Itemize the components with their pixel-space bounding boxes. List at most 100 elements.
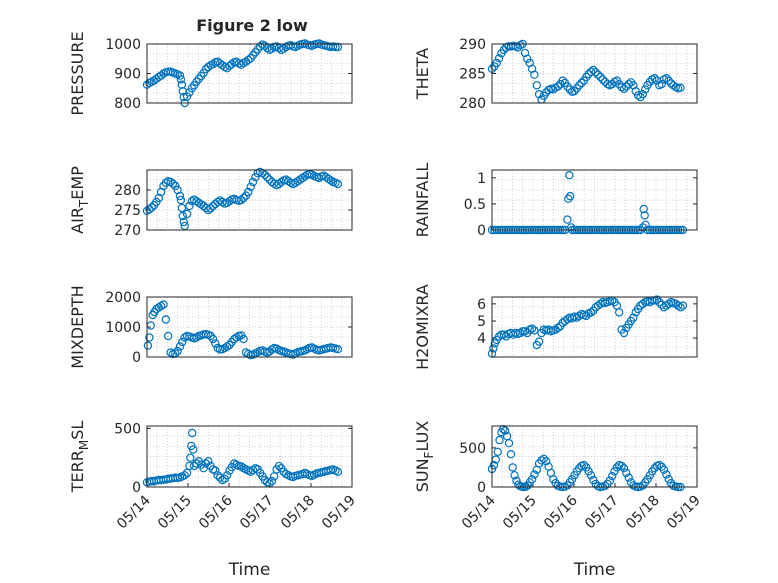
data-point	[662, 470, 671, 479]
data-point	[237, 195, 246, 205]
data-point	[537, 456, 546, 465]
y-axis-label-main: AIR	[68, 207, 87, 234]
y-tick-label: 270	[114, 223, 141, 239]
data-point	[176, 75, 186, 84]
y-tick-label: 800	[114, 96, 141, 112]
data-point	[575, 81, 584, 90]
y-tick-label: 0.5	[464, 197, 486, 213]
data-point	[494, 54, 504, 63]
data-point	[267, 476, 277, 486]
data-point	[520, 327, 530, 336]
data-point	[495, 435, 504, 445]
data-point	[655, 297, 664, 307]
data-point	[175, 342, 185, 351]
data-point	[638, 89, 648, 99]
data-point	[617, 82, 626, 92]
subplot-5: 0 1000 2000 MIXDEPTH	[68, 285, 353, 369]
data-point	[192, 459, 201, 468]
subplot-1: 800 900 1000 PRESSURE	[68, 31, 353, 116]
data-point	[662, 73, 671, 83]
x-axis-label: Time	[228, 560, 271, 580]
data-point	[639, 204, 648, 214]
data-point	[248, 465, 258, 475]
data-point	[161, 315, 171, 324]
data-point	[652, 295, 662, 304]
data-point	[622, 468, 631, 478]
y-tick-label: 900	[114, 67, 141, 83]
data-point	[274, 461, 284, 471]
data-point	[553, 82, 563, 91]
data-point	[244, 55, 253, 65]
data-point	[251, 172, 260, 182]
data-point	[619, 464, 629, 473]
subplot-4: 0 0.5 1 RAINFALL	[413, 163, 698, 239]
data-point	[177, 203, 187, 213]
data-point	[624, 79, 633, 89]
data-point	[239, 334, 248, 344]
data-point	[596, 72, 605, 82]
data-point	[605, 476, 615, 485]
data-point	[655, 460, 664, 470]
data-point	[676, 83, 685, 92]
y-axis-label-main: TERR	[68, 450, 87, 493]
data-point	[239, 193, 248, 203]
data-point	[208, 334, 218, 344]
data-point	[263, 172, 272, 182]
data-point	[222, 63, 232, 73]
data-point	[598, 75, 607, 84]
data-point	[589, 65, 598, 75]
y-tick-label: 6	[477, 297, 486, 313]
data-point	[501, 426, 510, 435]
y-tick-label: 1000	[105, 37, 141, 53]
data-point	[211, 466, 220, 475]
y-axis-label: PRESSURE	[68, 31, 87, 115]
data-point	[179, 217, 188, 227]
data-point	[676, 303, 685, 312]
data-point	[633, 91, 643, 100]
axes-box	[491, 169, 698, 231]
data-point	[260, 170, 269, 179]
data-point	[206, 204, 215, 213]
axes-box	[491, 43, 698, 104]
data-point	[168, 179, 178, 188]
data-point	[631, 86, 640, 96]
y-tick-label: 275	[114, 203, 141, 219]
data-point	[659, 465, 669, 474]
y-tick-label: 280	[114, 183, 141, 199]
data-point	[530, 326, 539, 335]
data-point	[333, 467, 343, 476]
data-point	[657, 79, 666, 89]
data-point	[638, 223, 648, 232]
data-point	[650, 73, 659, 83]
y-axis-label-subscript: M	[77, 440, 91, 450]
data-point	[176, 195, 186, 205]
y-axis-label: SUNFLUX	[413, 421, 436, 493]
y-axis-label-subscript: F	[422, 451, 436, 458]
data-point	[493, 447, 502, 456]
y-axis-label: AIRTEMP	[68, 166, 91, 234]
data-point	[565, 170, 574, 180]
axes-box	[146, 169, 353, 231]
data-point	[244, 187, 253, 197]
data-point	[641, 220, 650, 229]
data-point	[539, 454, 549, 463]
subplot-6: 456 H2OMIXRA	[413, 284, 698, 370]
x-axis-label: Time	[573, 560, 616, 580]
data-point	[504, 439, 514, 448]
y-tick-label: 4	[477, 331, 486, 347]
data-point	[586, 308, 596, 317]
y-tick-label: 0	[477, 223, 486, 239]
data-point	[331, 42, 340, 52]
data-point	[188, 445, 198, 454]
y-axis-label: MIXDEPTH	[68, 285, 87, 368]
data-point	[593, 70, 603, 79]
data-point	[563, 215, 572, 224]
data-point	[564, 194, 573, 203]
y-tick-label: 0	[132, 480, 141, 496]
data-point	[619, 328, 629, 338]
data-point	[678, 301, 688, 310]
data-point	[582, 463, 591, 472]
data-point	[489, 460, 499, 470]
